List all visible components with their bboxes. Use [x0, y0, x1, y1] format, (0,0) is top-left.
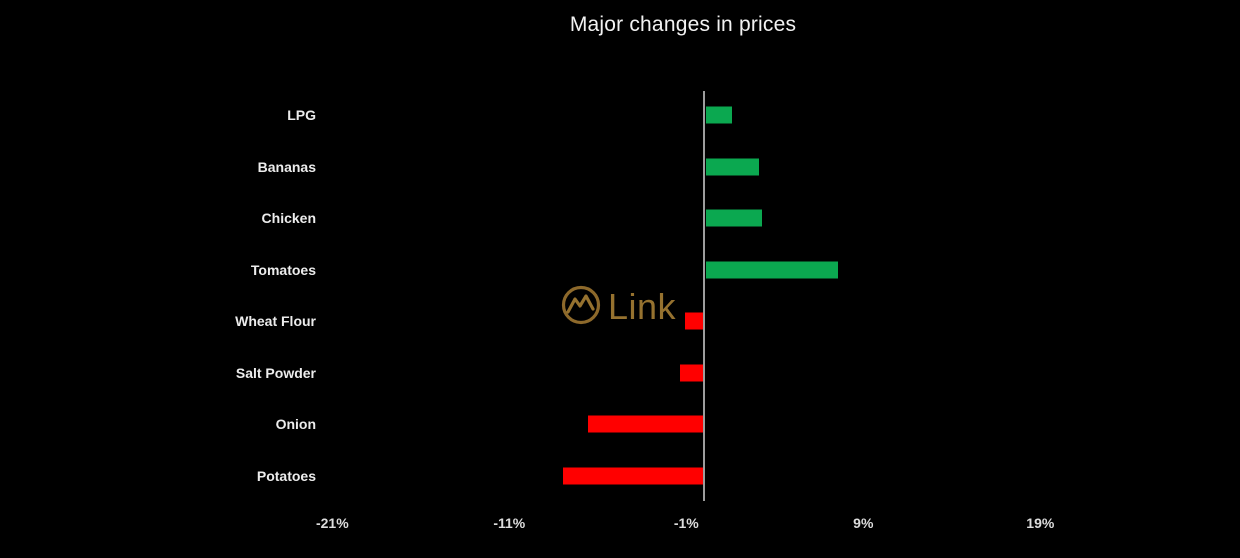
- category-label-tomatoes: Tomatoes: [250, 261, 316, 278]
- mountain-circle-logo-icon: [560, 282, 602, 331]
- zero-axis-line: [703, 91, 705, 501]
- category-label-onion: Onion: [275, 416, 316, 432]
- category-label-lpg: LPG: [287, 107, 316, 123]
- x-tick-19pct: 19%: [1026, 515, 1055, 531]
- category-label-bananas: Bananas: [257, 158, 316, 175]
- bar-potatoes: [563, 467, 703, 484]
- x-tick-neg1pct: -1%: [673, 515, 699, 531]
- bar-salt-powder: [679, 364, 703, 381]
- x-tick-neg11pct: -11%: [493, 515, 526, 531]
- bar-onion: [587, 415, 703, 433]
- category-label-potatoes: Potatoes: [256, 467, 316, 484]
- bar-tomatoes: [705, 261, 839, 278]
- watermark: Link: [560, 282, 676, 331]
- bar-wheat-flour: [685, 312, 703, 330]
- category-label-wheat-flour: Wheat Flour: [235, 313, 316, 329]
- watermark-brand-text: Link: [608, 285, 677, 327]
- chart-title: Major changes in prices: [569, 13, 797, 36]
- x-tick-neg21pct: -21%: [315, 515, 349, 531]
- bar-bananas: [705, 158, 759, 175]
- category-label-chicken: Chicken: [261, 210, 316, 226]
- bar-chicken: [705, 209, 763, 227]
- bar-lpg: [705, 106, 733, 124]
- x-tick-9pct: 9%: [853, 515, 874, 531]
- category-label-salt-powder: Salt Powder: [235, 364, 316, 381]
